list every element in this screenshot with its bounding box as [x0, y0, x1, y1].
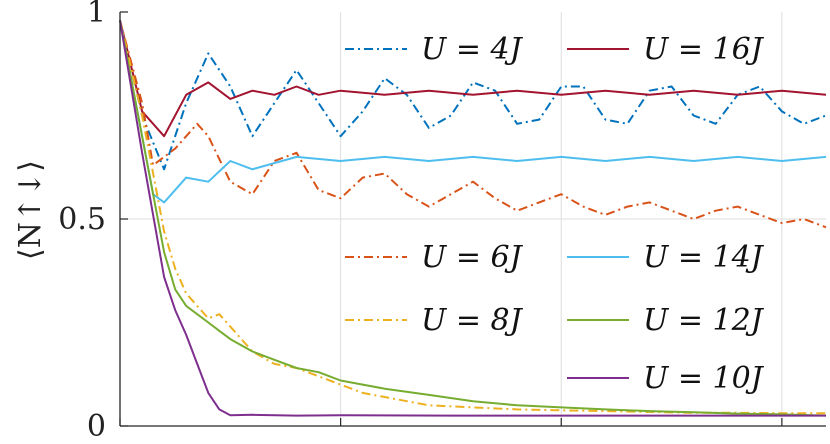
- y-axis-label: ⟨N↑↓⟩: [13, 160, 48, 260]
- grid: [120, 12, 826, 426]
- legend-label-0: U = 4J: [421, 32, 524, 67]
- legend-label-6: U = 10J: [643, 361, 765, 396]
- y-tick-label: 1: [87, 0, 106, 30]
- y-tick-label: 0.5: [58, 202, 106, 237]
- series-line-4: [119, 20, 826, 415]
- series-curves: [119, 20, 827, 417]
- legend-label-3: U = 14J: [643, 240, 765, 275]
- legend-label-5: U = 12J: [643, 303, 765, 338]
- series-line-1: [119, 20, 827, 138]
- series-line-6: [119, 20, 826, 417]
- y-tick-label: 0: [87, 409, 106, 444]
- legend-label-2: U = 6J: [421, 240, 524, 275]
- axes: 00.51: [58, 0, 826, 444]
- series-line-0: [119, 20, 827, 171]
- series-line-5: [119, 20, 827, 417]
- series-line-3: [119, 20, 827, 204]
- legend: U = 4J U = 16J U = 6J U = 14J U = 8J U = 12J U…: [345, 32, 765, 396]
- legend-label-4: U = 8J: [421, 303, 524, 338]
- legend-label-1: U = 16J: [643, 32, 765, 67]
- series-line-2: [119, 20, 827, 229]
